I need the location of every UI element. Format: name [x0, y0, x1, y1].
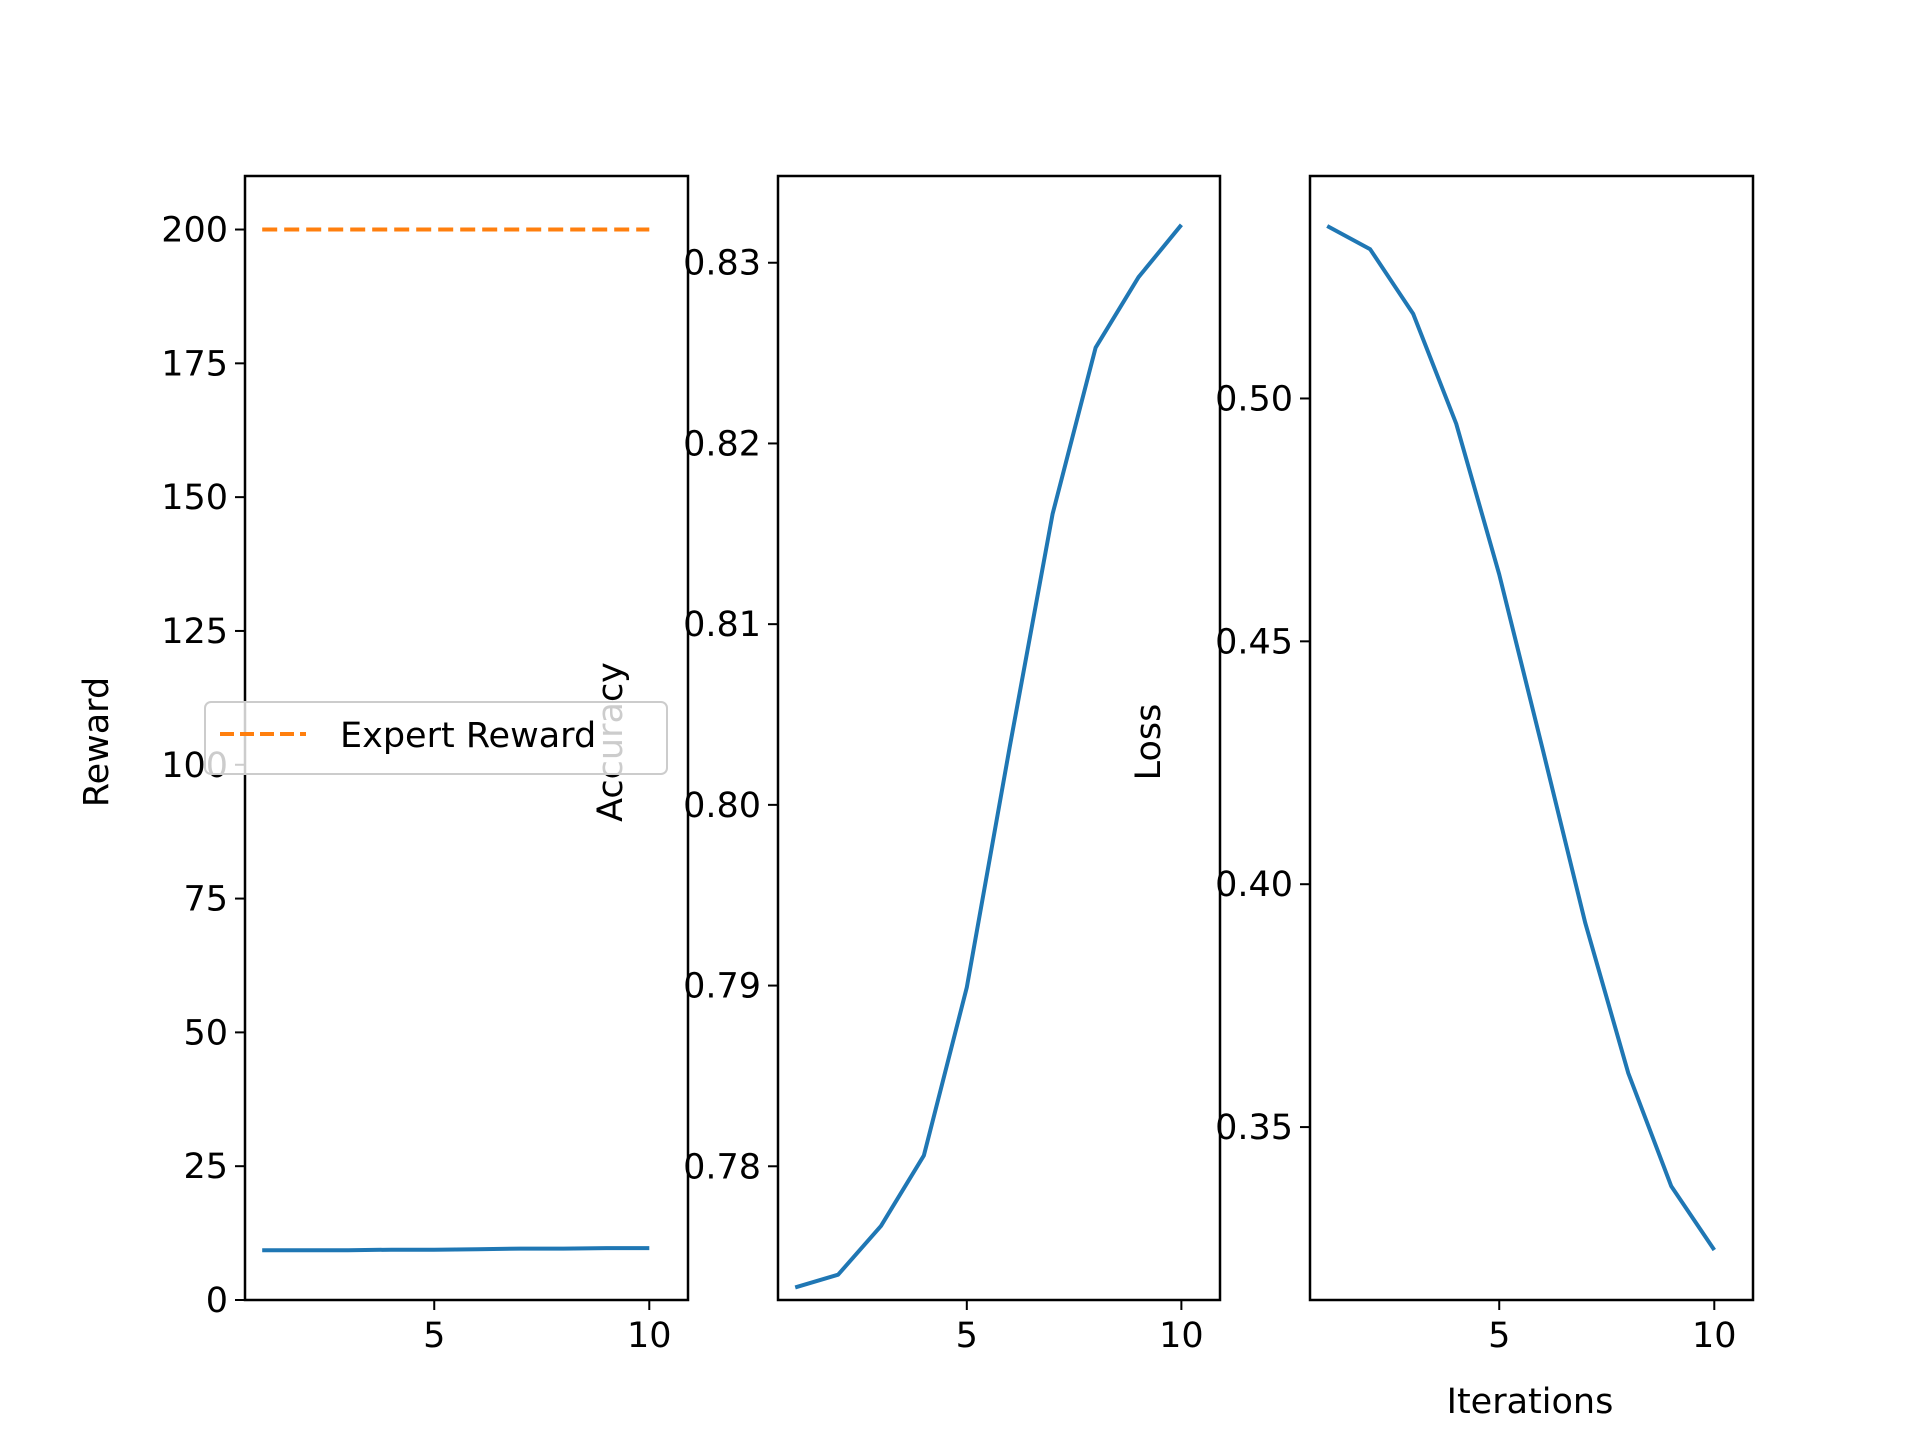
- accuracy-ytick-label-4: 0.82: [683, 424, 761, 464]
- reward-xtick-label-5: 5: [423, 1316, 445, 1356]
- accuracy-ytick-label-1: 0.79: [683, 967, 761, 1007]
- loss-axes-frame: [1308, 174, 1755, 1302]
- reward-ytick-label-6: 150: [161, 478, 228, 518]
- reward-ytick-label-8: 200: [161, 211, 228, 251]
- reward-ytick-label-3: 75: [183, 880, 228, 920]
- legend: Expert Reward: [204, 701, 668, 775]
- reward-ytick-label-0: 0: [206, 1281, 228, 1321]
- accuracy-series-line-0: [794, 223, 1183, 1290]
- loss-ytick-label-3: 0.50: [1215, 379, 1293, 419]
- reward-ytick-label-1: 25: [183, 1147, 228, 1187]
- accuracy-ytick-label-3: 0.81: [683, 605, 761, 645]
- loss-xtick-label-10: 10: [1692, 1316, 1737, 1356]
- accuracy-xtick-label-5: 5: [956, 1316, 978, 1356]
- loss-ytick-label-1: 0.40: [1215, 865, 1293, 905]
- loss-xlabel: Iterations: [1447, 1382, 1614, 1422]
- accuracy-xtick-label-10: 10: [1159, 1316, 1204, 1356]
- legend-frame: [204, 701, 668, 775]
- accuracy-ytick-label-0: 0.78: [683, 1147, 761, 1187]
- reward-ytick-label-2: 50: [183, 1013, 228, 1053]
- reward-xtick-label-10: 10: [627, 1316, 672, 1356]
- loss-ytick-label-0: 0.35: [1215, 1108, 1293, 1148]
- reward-ytick-label-5: 125: [161, 612, 228, 652]
- loss-xtick-label-5: 5: [1488, 1316, 1510, 1356]
- loss-ytick-label-2: 0.45: [1215, 622, 1293, 662]
- loss-ylabel: Loss: [1129, 704, 1169, 781]
- reward-ylabel: Reward: [77, 677, 117, 807]
- accuracy-axes-frame: [776, 174, 1222, 1302]
- legend-label-expert-reward: Expert Reward: [340, 716, 596, 756]
- reward-ytick-label-7: 175: [161, 344, 228, 384]
- loss-panel: Loss Iterations 5 10 0.35 0.40 0.45 0.50: [1129, 174, 1755, 1422]
- accuracy-ytick-label-5: 0.83: [683, 244, 761, 284]
- reward-series-line-0: [262, 1246, 650, 1253]
- loss-series-line-0: [1326, 224, 1716, 1252]
- accuracy-ytick-label-2: 0.80: [683, 786, 761, 826]
